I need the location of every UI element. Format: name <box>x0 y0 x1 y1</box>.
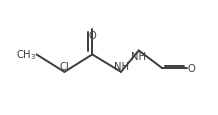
Text: O: O <box>89 31 96 41</box>
Text: NH: NH <box>114 61 129 71</box>
Text: CH$_3$: CH$_3$ <box>16 48 37 62</box>
Text: Cl: Cl <box>60 61 69 71</box>
Text: O: O <box>188 64 196 74</box>
Text: NH: NH <box>131 52 146 62</box>
